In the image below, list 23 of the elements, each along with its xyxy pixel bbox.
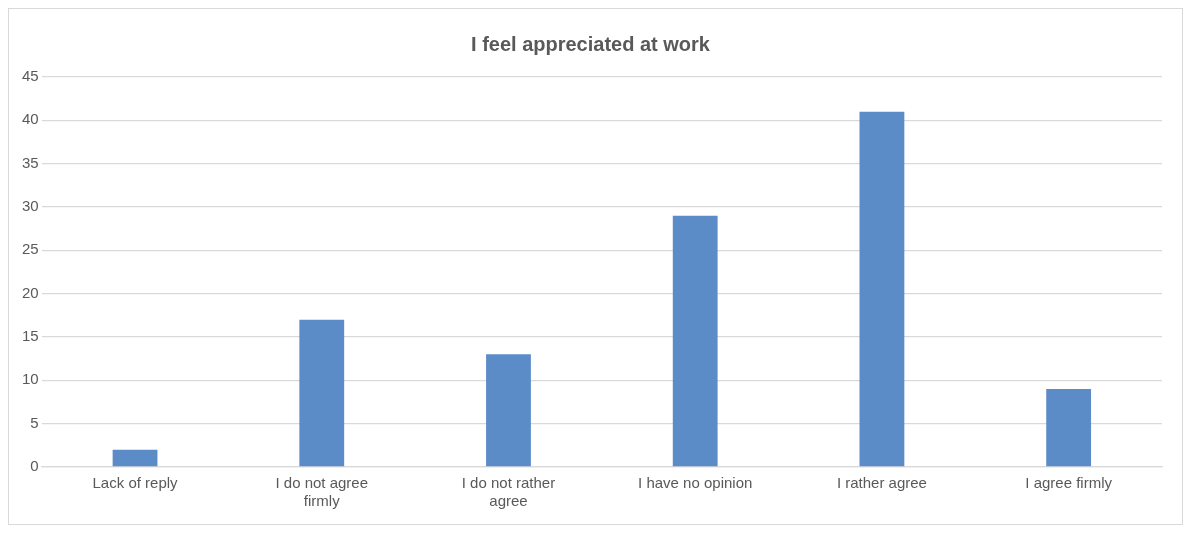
x-tick-label: I agree firmly <box>1025 474 1113 492</box>
y-tick-label: 20 <box>22 283 39 301</box>
x-tick-label: I do not rather agree <box>461 474 556 510</box>
x-tick-label: I rather agree <box>836 474 927 492</box>
bar <box>486 354 531 467</box>
x-tick-label: I do not agree firmly <box>275 474 369 510</box>
y-tick-label: 25 <box>22 240 39 258</box>
y-tick-label: 5 <box>30 413 39 431</box>
bar <box>112 449 158 467</box>
x-tick-label: Lack of reply <box>92 474 179 492</box>
y-tick-label: 0 <box>30 457 39 475</box>
bar <box>672 215 718 467</box>
bar <box>299 319 345 467</box>
y-tick-label: 45 <box>22 67 39 85</box>
x-tick-label: I have no opinion <box>638 474 753 492</box>
bar <box>859 111 905 467</box>
y-tick-label: 30 <box>22 197 39 215</box>
y-tick-label: 10 <box>22 370 39 388</box>
y-tick-label: 40 <box>22 110 39 128</box>
y-tick-label: 15 <box>22 327 39 345</box>
y-tick-label: 35 <box>22 153 39 171</box>
bar <box>1046 389 1092 467</box>
chart-title: I feel appreciated at work <box>471 32 711 55</box>
